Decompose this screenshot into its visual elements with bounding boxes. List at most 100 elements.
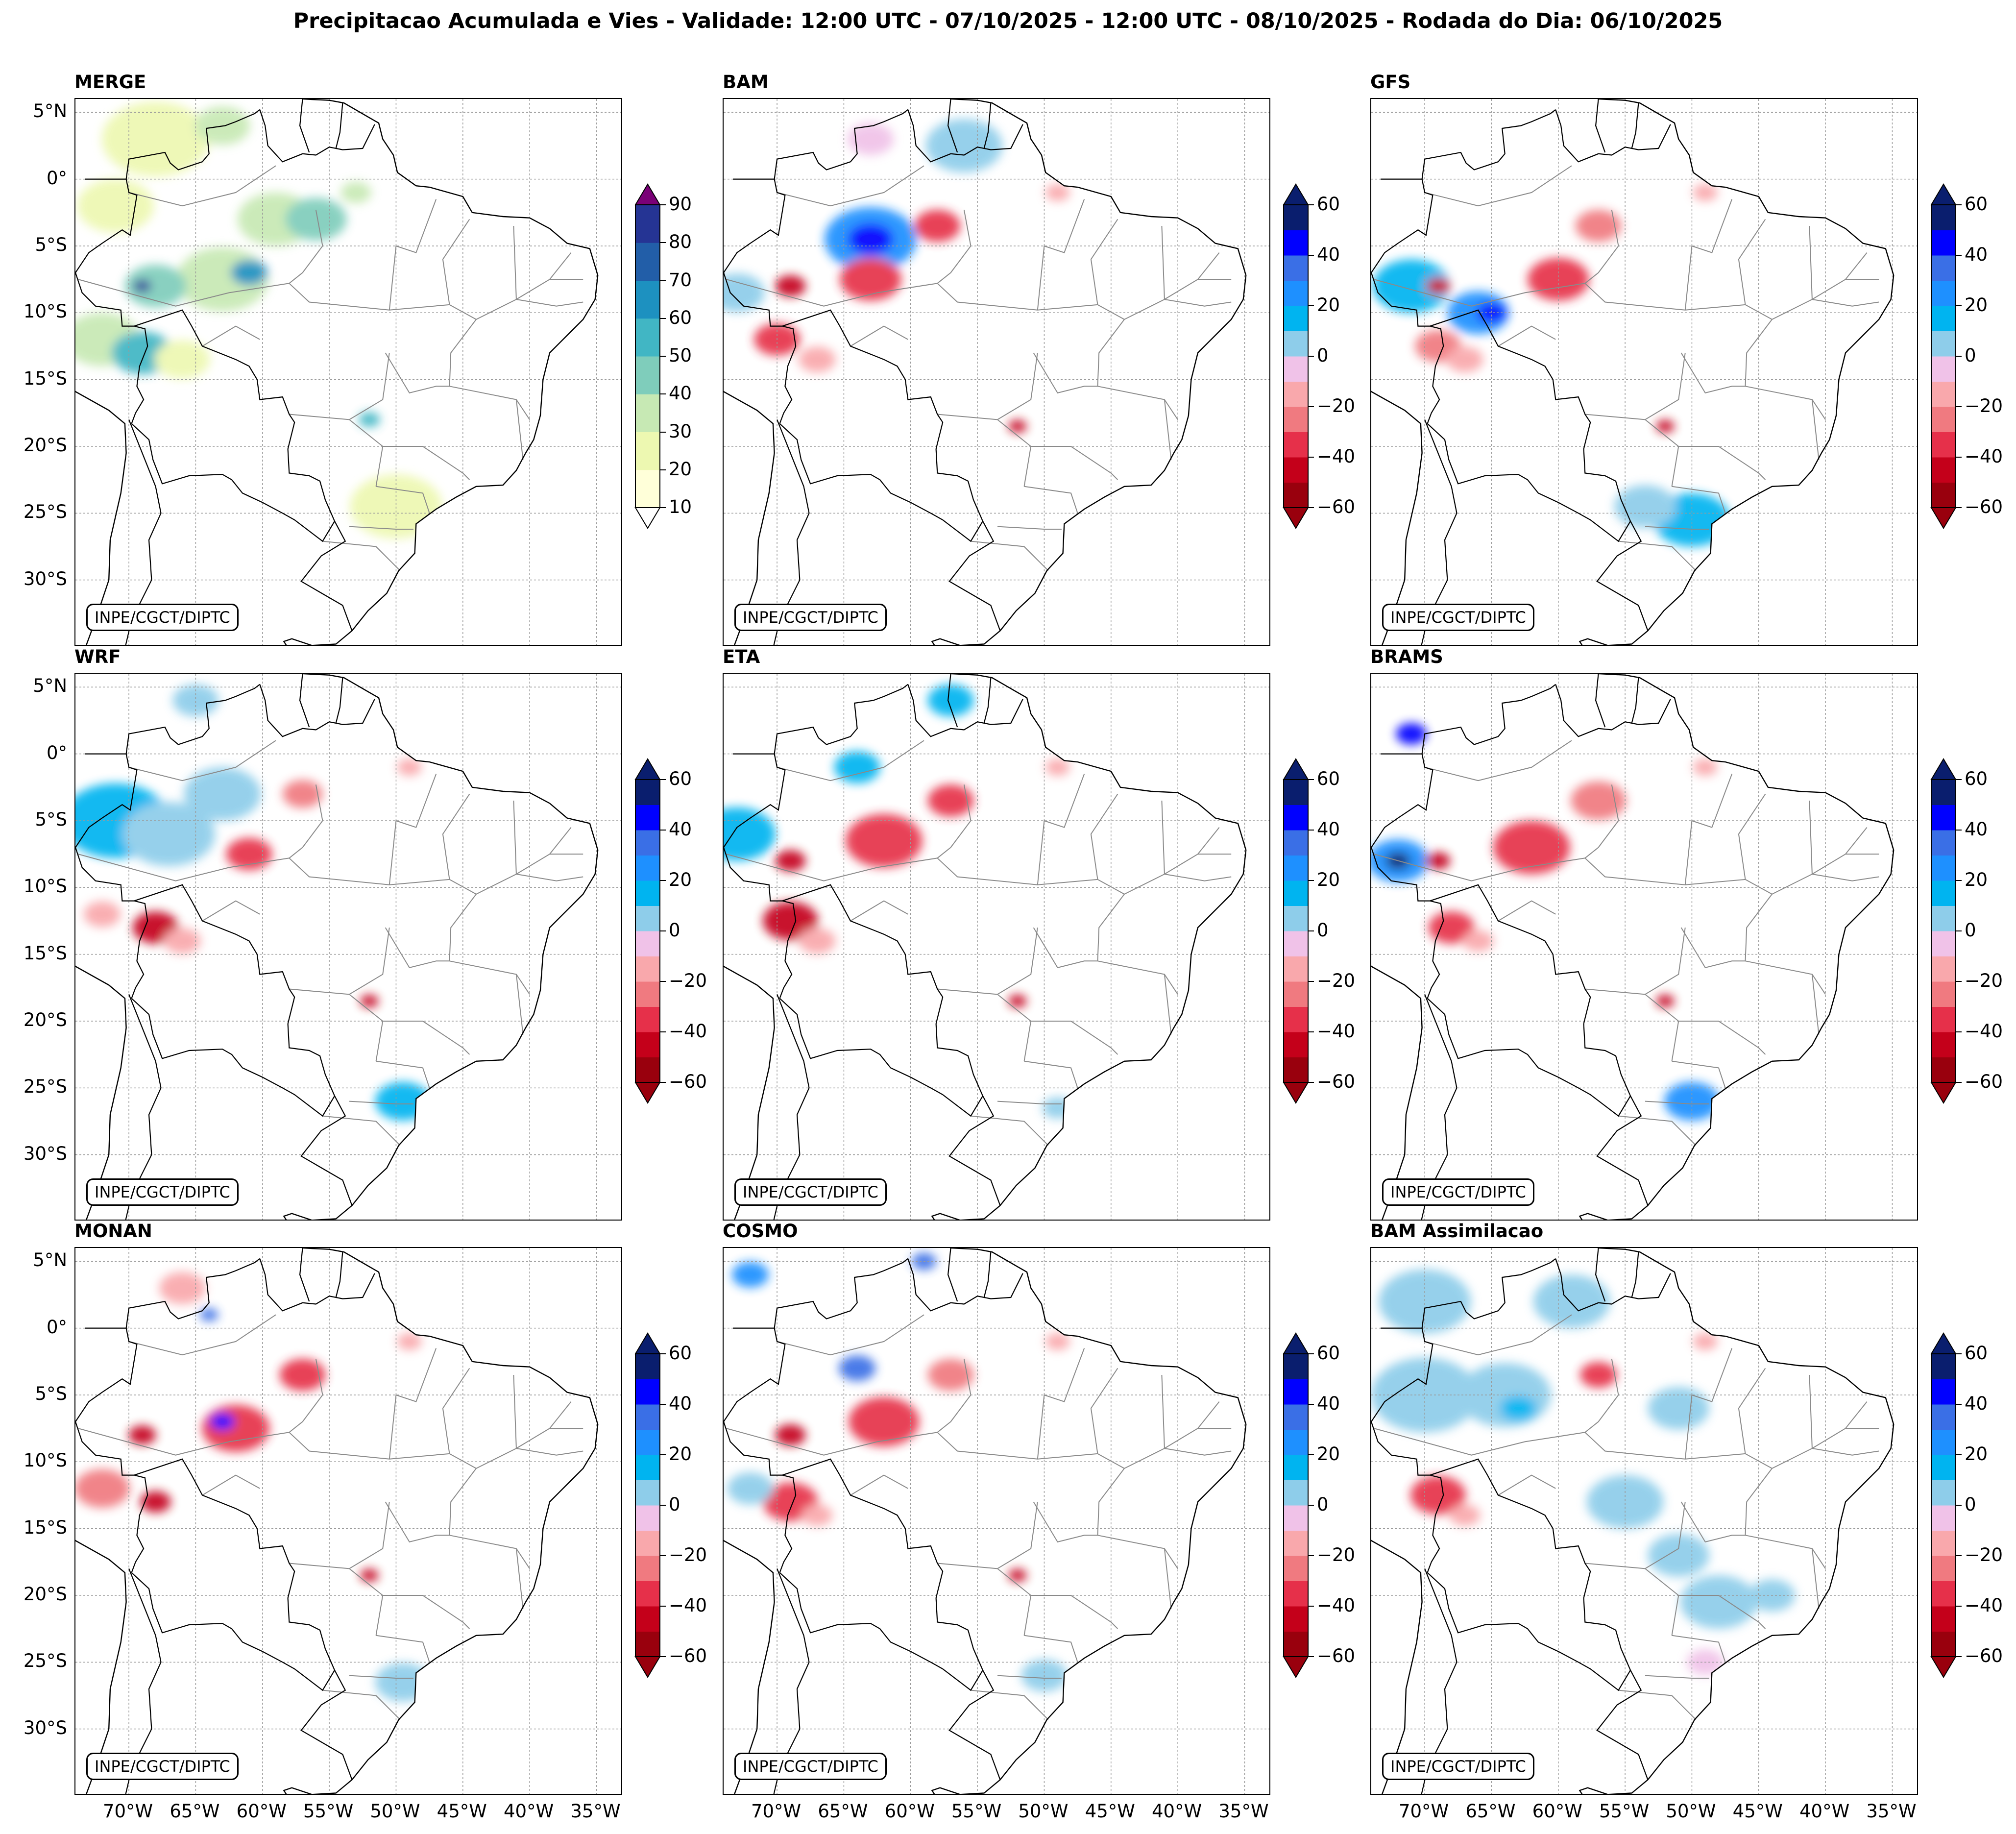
state-line (1037, 199, 1085, 310)
state-line (1097, 894, 1125, 961)
precip-cell (128, 1425, 156, 1445)
state-line (1024, 486, 1078, 514)
border-line (1631, 678, 1639, 724)
border-line (1583, 449, 1649, 631)
colorbar-segment (1284, 1429, 1308, 1455)
colorbar-segment (1931, 331, 1956, 357)
state-line (1037, 1348, 1085, 1459)
credit-label: INPE/CGCT/DIPTC (734, 1178, 887, 1206)
colorbar-segment (635, 830, 660, 856)
border-line (1555, 109, 1671, 163)
colorbar-segment (635, 1006, 660, 1032)
state-boundaries (78, 740, 583, 1146)
colorbar-tick-mark (1956, 1353, 1962, 1354)
colorbar-tick-label: 20 (669, 869, 692, 890)
colorbar-segment (635, 880, 660, 906)
colorbar-tick-label: −40 (1317, 1021, 1356, 1042)
credit-label: INPE/CGCT/DIPTC (86, 1178, 239, 1206)
state-line (971, 1689, 1049, 1720)
border-line (1427, 998, 1631, 1117)
precip-cell (848, 123, 894, 155)
state-line (1811, 399, 1820, 460)
border-line (1595, 674, 1606, 728)
state-line (997, 994, 1032, 1061)
state-line (1745, 225, 1813, 320)
state-line (1097, 960, 1178, 995)
precip-cell (1008, 1569, 1027, 1582)
precip-cell (1373, 259, 1450, 313)
state-line (1031, 1021, 1118, 1055)
precip-cell (839, 1355, 876, 1381)
precip-cell (914, 210, 961, 242)
colorbar-tick-mark (1956, 457, 1962, 458)
colorbar-segment (635, 1606, 660, 1632)
colorbar-brams (1930, 758, 1957, 1104)
colorbar-tick-mark (660, 1404, 666, 1405)
state-line (385, 927, 450, 969)
state-line (1645, 419, 1679, 487)
border-line (259, 1258, 375, 1312)
colorbar-segment (635, 1404, 660, 1430)
state-line (1645, 1100, 1709, 1104)
colorbar-tick-label: 60 (669, 1343, 692, 1364)
precip-cell (802, 1504, 833, 1526)
state-line (1164, 827, 1220, 875)
state-line (202, 1474, 260, 1496)
precip-cell (775, 1424, 806, 1446)
border-line (782, 884, 944, 1024)
colorbar-tick-label: 40 (1317, 819, 1340, 840)
state-line (128, 1314, 276, 1356)
precip-cell (775, 850, 806, 872)
colorbar-segment (1931, 205, 1956, 230)
colorbar-segment (1931, 1505, 1956, 1531)
colorbar-tick-label: −20 (1965, 1544, 2003, 1565)
colorbar-tick-label: −40 (1317, 1595, 1356, 1616)
panel-title-monan: MONAN (74, 1221, 152, 1242)
state-line (376, 486, 430, 514)
state-line (349, 419, 384, 487)
state-line (937, 210, 972, 284)
lat-tick-label: 5°N (33, 1249, 67, 1271)
state-line (1024, 1060, 1078, 1088)
state-line (937, 1501, 1038, 1569)
precip-cell (1586, 1475, 1664, 1529)
lat-tick-label: 25°S (23, 1650, 67, 1672)
border-line (724, 847, 797, 999)
colorbar-tick-mark (1956, 305, 1962, 306)
colorbar-tick-mark (660, 242, 666, 244)
border-line (774, 684, 908, 754)
colorbar-extend-max (1283, 1332, 1309, 1354)
lon-tick-label: 70°W (102, 1801, 153, 1822)
graticule (724, 99, 1269, 645)
border-line (299, 674, 310, 728)
precip-field (75, 101, 442, 539)
panel-title-gfs: GFS (1370, 72, 1411, 93)
colorbar-tick-mark (660, 1555, 666, 1556)
state-line (1097, 1468, 1125, 1536)
state-line (289, 857, 450, 885)
border-line (134, 1458, 295, 1598)
precip-cell (285, 197, 347, 241)
colorbar-tick-label: −20 (1317, 1544, 1356, 1565)
colorbar-segment (635, 1556, 660, 1581)
country-borders (724, 99, 1023, 645)
colorbar-tick-label: 40 (1317, 244, 1340, 265)
state-line (1164, 874, 1232, 881)
colorbar-segment (635, 905, 660, 931)
precip-cell (1614, 485, 1676, 528)
state-line (1037, 774, 1085, 885)
state-line (1645, 994, 1679, 1061)
border-line (75, 1421, 148, 1573)
precip-field (75, 1272, 431, 1702)
colorbar-segment (635, 956, 660, 982)
border-line (983, 1252, 992, 1298)
state-boundaries (726, 1314, 1232, 1720)
precip-cell (75, 1469, 130, 1508)
border-line (1421, 684, 1556, 754)
colorbar-tick-mark (660, 981, 666, 982)
colorbar-monan (634, 1332, 661, 1678)
state-line (1684, 774, 1733, 885)
country-borders (724, 1248, 1023, 1794)
graticule (1371, 1248, 1917, 1794)
colorbar-segment (1284, 1455, 1308, 1480)
